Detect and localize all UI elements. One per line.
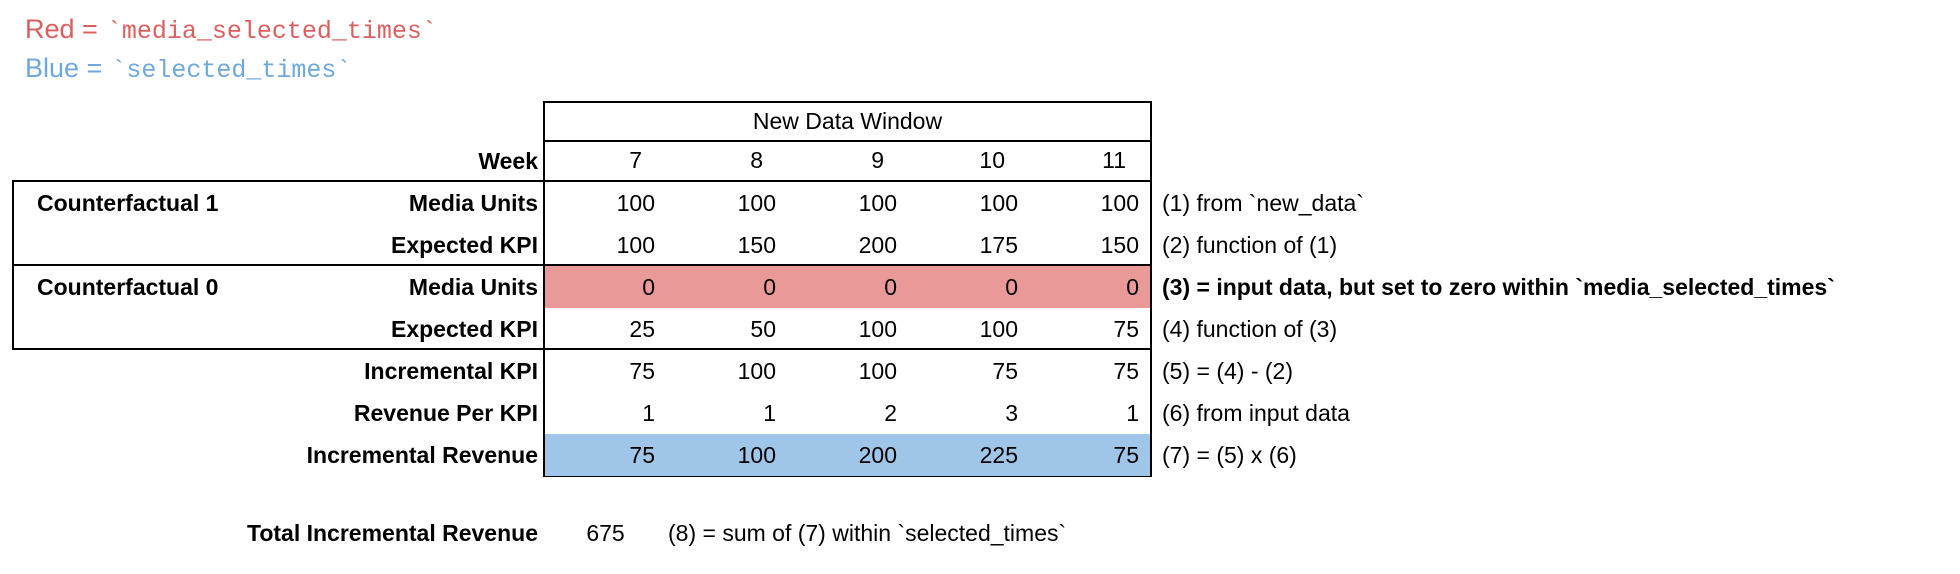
table-cell: 75 — [992, 358, 1018, 384]
legend-red-line: Red = `media_selected_times` — [25, 14, 437, 46]
week-cell: 10 — [979, 147, 1005, 173]
table-cell: 100 — [858, 316, 897, 342]
section-divider — [545, 348, 1150, 350]
row-label: Expected KPI — [391, 316, 538, 342]
table-cell: 175 — [979, 232, 1018, 258]
table-cell: 100 — [979, 316, 1018, 342]
table-cell: 1 — [1126, 400, 1139, 426]
table-cell: 100 — [1100, 190, 1139, 216]
table-cell: 0 — [1126, 274, 1139, 300]
table-cell: 25 — [629, 316, 655, 342]
legend-blue-line: Blue = `selected_times` — [25, 53, 351, 85]
row-label: Media Units — [408, 190, 538, 216]
table-cell: 150 — [737, 232, 776, 258]
table-header-title: New Data Window — [752, 108, 943, 134]
table-cell: 100 — [737, 358, 776, 384]
table-cell: 100 — [737, 442, 776, 468]
table-cell: 0 — [642, 274, 655, 300]
week-row-label: Week — [478, 148, 538, 174]
week-cell: 7 — [629, 147, 642, 173]
table-cell: 100 — [616, 232, 655, 258]
annotation-5: (5) = (4) - (2) — [1162, 358, 1293, 384]
table-cell: 100 — [616, 190, 655, 216]
table-row-media-units-cf1: 100 100 100 100 100 — [545, 182, 1150, 224]
group-label-counterfactual-0: Counterfactual 0 — [37, 274, 219, 300]
table-cell: 3 — [1005, 400, 1018, 426]
annotation-7: (7) = (5) x (6) — [1162, 442, 1297, 468]
section-divider — [545, 264, 1150, 266]
table-cell: 100 — [858, 358, 897, 384]
counterfactual-0-box — [12, 264, 545, 350]
week-cell: 11 — [1102, 147, 1126, 173]
total-incremental-revenue-value: 675 — [586, 520, 625, 546]
week-row: 7 8 9 10 11 — [543, 142, 1152, 182]
annotation-3: (3) = input data, but set to zero within… — [1162, 274, 1835, 300]
table-cell: 1 — [642, 400, 655, 426]
table-cell: 75 — [1113, 316, 1139, 342]
table-row-media-units-cf0-highlighted: 0 0 0 0 0 — [545, 266, 1150, 308]
group-label-counterfactual-1: Counterfactual 1 — [37, 190, 219, 216]
table-cell: 0 — [763, 274, 776, 300]
row-label: Incremental Revenue — [306, 442, 538, 468]
table-cell: 1 — [763, 400, 776, 426]
annotation-4: (4) function of (3) — [1162, 316, 1338, 342]
table-cell: 100 — [737, 190, 776, 216]
row-label: Revenue Per KPI — [353, 400, 538, 426]
table-row-incremental-kpi: 75 100 100 75 75 — [545, 350, 1150, 392]
table-cell: 0 — [884, 274, 897, 300]
table-cell: 225 — [979, 442, 1018, 468]
annotation-6: (6) from input data — [1162, 400, 1350, 426]
table-row-revenue-per-kpi: 1 1 2 3 1 — [545, 392, 1150, 434]
legend-blue-code: `selected_times` — [111, 56, 352, 85]
week-cell: 9 — [871, 147, 884, 173]
table-cell: 0 — [1005, 274, 1018, 300]
table-cell: 150 — [1100, 232, 1139, 258]
table-cell: 100 — [979, 190, 1018, 216]
table-header: New Data Window — [543, 101, 1152, 142]
table-cell: 100 — [858, 190, 897, 216]
row-label: Incremental KPI — [364, 358, 538, 384]
table-cell: 200 — [858, 442, 897, 468]
table-row-incremental-revenue-highlighted: 75 100 200 225 75 — [545, 434, 1150, 476]
row-label: Media Units — [408, 274, 538, 300]
total-incremental-revenue-label: Total Incremental Revenue — [247, 520, 538, 546]
legend-blue-label: Blue = — [25, 53, 103, 83]
annotation-1: (1) from `new_data` — [1162, 190, 1364, 216]
annotation-2: (2) function of (1) — [1162, 232, 1338, 258]
table-cell: 75 — [1113, 442, 1139, 468]
legend-red-code: `media_selected_times` — [106, 17, 437, 46]
row-label: Expected KPI — [391, 232, 538, 258]
table-cell: 75 — [629, 442, 655, 468]
table-cell: 2 — [884, 400, 897, 426]
table-cell: 200 — [858, 232, 897, 258]
week-cell: 8 — [750, 147, 763, 173]
annotation-8: (8) = sum of (7) within `selected_times` — [668, 520, 1067, 546]
table-cell: 75 — [1113, 358, 1139, 384]
data-grid: 100 100 100 100 100 100 150 200 175 150 … — [543, 182, 1152, 477]
table-cell: 75 — [629, 358, 655, 384]
table-row-expected-kpi-cf1: 100 150 200 175 150 — [545, 224, 1150, 266]
table-cell: 50 — [750, 316, 776, 342]
table-row-expected-kpi-cf0: 25 50 100 100 75 — [545, 308, 1150, 350]
legend-red-label: Red = — [25, 14, 98, 44]
